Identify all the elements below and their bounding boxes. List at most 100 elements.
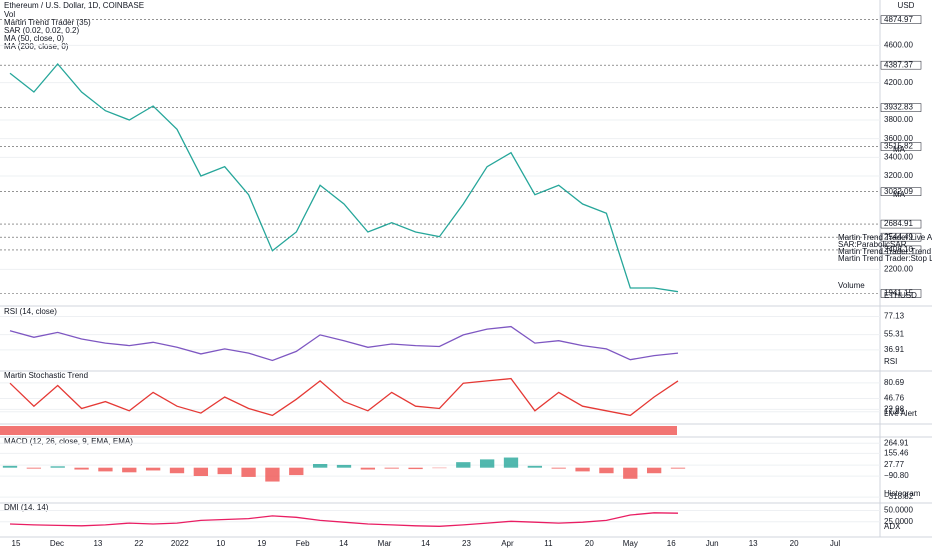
histogram-bar	[312, 464, 328, 468]
indicator-name: MA (50, close, 0)	[4, 34, 64, 43]
unit-label: USD	[898, 1, 915, 10]
x-tick-label: Dec	[50, 539, 64, 548]
indicator-name: MA (200, close, 0)	[4, 42, 69, 51]
x-tick-label: 20	[585, 539, 594, 548]
x-tick-label: Feb	[296, 539, 310, 548]
y-tick-label: 3800.00	[884, 115, 913, 124]
histogram-bar	[193, 467, 209, 476]
histogram-bar	[479, 459, 495, 468]
level-label: 2684.91	[884, 219, 913, 228]
level-tag	[880, 245, 922, 255]
histogram-bar	[169, 467, 185, 474]
y-tick-label: 3200.00	[884, 171, 913, 180]
y-tick-label: 50.0000	[884, 506, 913, 515]
x-tick-label: 13	[93, 539, 102, 548]
level-label: 2408.10	[884, 245, 913, 254]
indicator-name: Vol	[4, 10, 15, 19]
series-tag: Martin Trend Trader:Trend Line	[838, 247, 932, 256]
histogram-bar	[599, 467, 614, 474]
histogram-bar	[122, 467, 137, 473]
x-tick-label: May	[623, 539, 638, 548]
y-tick-label: 4600.00	[884, 40, 913, 49]
histogram-bar	[456, 462, 471, 468]
level-tag	[880, 103, 922, 112]
x-tick-label: 10	[216, 539, 225, 548]
legend-entry: ETHUSD	[884, 291, 917, 300]
indicator-name: Martin Trend Trader (35)	[4, 18, 91, 27]
y-tick-label: 4200.00	[884, 78, 913, 87]
y-tick-label: 55.31	[884, 330, 905, 339]
y-tick-label: −318.82	[884, 492, 914, 501]
histogram-bar	[217, 467, 232, 475]
x-tick-label: 20	[790, 539, 799, 548]
histogram-bar	[98, 467, 113, 472]
legend-entry: RSI	[884, 357, 897, 366]
y-tick-label: 3400.00	[884, 152, 913, 161]
pane-title: Martin Stochastic Trend	[4, 371, 88, 380]
histogram-bar	[623, 467, 638, 479]
x-tick-label: 19	[257, 539, 266, 548]
series-tag: SAR:ParabolicSAR	[838, 240, 907, 249]
x-tick-label: 11	[544, 539, 553, 548]
legend-entry: Histogram	[884, 489, 921, 498]
y-tick-label: 77.13	[884, 312, 905, 321]
series-line	[9, 62, 679, 293]
x-tick-label: Jun	[706, 539, 719, 548]
x-tick-label: Jul	[830, 539, 840, 548]
y-tick-label: 264.91	[884, 438, 909, 447]
x-tick-label: 2022	[171, 539, 189, 548]
y-tick-label: −90.80	[884, 471, 909, 480]
level-tag	[880, 60, 922, 70]
level-label: 3032.09	[884, 187, 913, 196]
level-tag	[880, 289, 922, 298]
x-tick-label: Mar	[378, 539, 392, 548]
y-tick-label: 25.0000	[884, 517, 913, 526]
legend-entry: Live Alert	[884, 409, 918, 418]
histogram-bar	[527, 465, 543, 468]
x-tick-label: 13	[749, 539, 758, 548]
level-label: 3932.83	[884, 103, 913, 112]
histogram-bar	[503, 457, 519, 468]
histogram-bar	[360, 467, 376, 470]
series-tag: Martin Trend Trader:Live Alert	[838, 233, 932, 242]
y-tick-label: 22.98	[884, 405, 905, 414]
x-tick-label: 16	[667, 539, 676, 548]
y-tick-label: 3600.00	[884, 134, 913, 143]
histogram-bar	[575, 467, 590, 472]
level-label: 1941.15	[884, 289, 913, 298]
series-tag: MA	[893, 145, 906, 154]
level-label: 3515.82	[884, 142, 913, 151]
series-line	[9, 512, 679, 527]
y-tick-label: 36.91	[884, 345, 905, 354]
level-tag	[880, 187, 922, 196]
histogram-bar	[241, 467, 256, 477]
pane-title: DMI (14, 14)	[4, 503, 49, 512]
x-tick-label: 14	[339, 539, 348, 548]
histogram-bar	[26, 467, 42, 469]
series-tag: MA	[893, 190, 906, 199]
legend-entry: ADX	[884, 522, 901, 531]
histogram-bar	[289, 467, 304, 476]
level-tag	[880, 15, 922, 24]
pane-title: RSI (14, close)	[4, 307, 57, 316]
level-label: 4874.97	[884, 15, 913, 24]
histogram-bar	[384, 467, 399, 469]
histogram-bar	[2, 465, 18, 468]
histogram-bar	[336, 464, 352, 468]
y-tick-label: 2200.00	[884, 264, 913, 273]
series-tag: Volume	[838, 281, 865, 290]
pane-title: Ethereum / U.S. Dollar, 1D, COINBASE	[4, 1, 144, 10]
histogram-bar	[74, 467, 89, 470]
indicator-name: SAR (0.02, 0.02, 0.2)	[4, 26, 79, 35]
series-tag: Martin Trend Trader:Stop Loss	[838, 254, 932, 263]
level-tag	[880, 142, 922, 151]
x-tick-label: 22	[134, 539, 143, 548]
x-tick-label: 15	[12, 539, 21, 548]
y-tick-label: 80.69	[884, 378, 905, 387]
x-tick-label: Apr	[501, 539, 514, 548]
y-tick-label: 27.77	[884, 460, 905, 469]
level-tag	[880, 232, 922, 242]
histogram-bar	[670, 467, 686, 469]
